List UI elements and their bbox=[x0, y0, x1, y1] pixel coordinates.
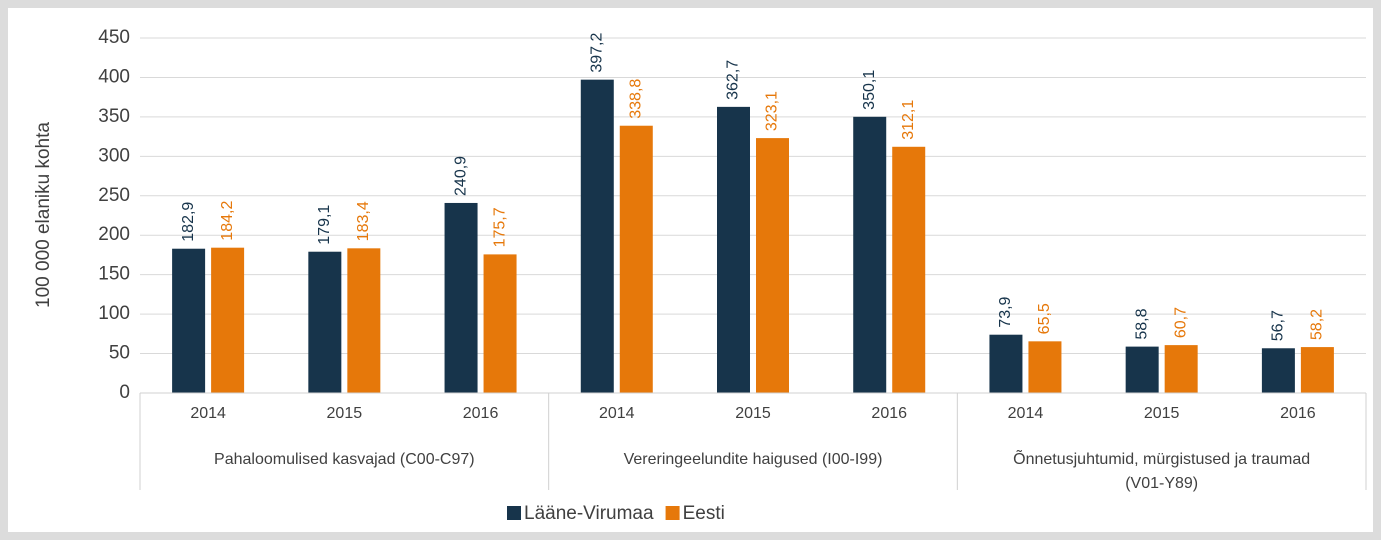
bar bbox=[580, 79, 614, 394]
x-tick-label: 2016 bbox=[871, 405, 907, 422]
y-tick-label: 300 bbox=[98, 145, 130, 166]
bar bbox=[1028, 341, 1062, 393]
bar bbox=[444, 202, 478, 393]
value-label: 184,2 bbox=[219, 201, 236, 241]
value-label: 350,1 bbox=[861, 70, 878, 110]
bar bbox=[1300, 347, 1334, 393]
group-label: (V01-Y89) bbox=[1125, 475, 1198, 492]
y-tick-label: 100 bbox=[98, 303, 130, 324]
bar bbox=[172, 248, 206, 393]
legend-swatch bbox=[665, 506, 680, 520]
y-tick-label: 250 bbox=[98, 185, 130, 206]
y-tick-label: 350 bbox=[98, 106, 130, 127]
bar bbox=[1164, 345, 1198, 393]
x-tick-label: 2014 bbox=[599, 405, 635, 422]
x-tick-label: 2016 bbox=[1280, 405, 1316, 422]
bar bbox=[619, 125, 653, 394]
bar bbox=[717, 106, 750, 394]
value-label: 338,8 bbox=[627, 79, 644, 119]
group-label: Vereringeelundite haigused (I00-I99) bbox=[624, 451, 883, 468]
value-label: 183,4 bbox=[355, 201, 372, 241]
y-tick-label: 150 bbox=[98, 264, 130, 285]
bar bbox=[347, 248, 381, 393]
value-label: 182,9 bbox=[180, 202, 197, 242]
value-label: 58,2 bbox=[1309, 309, 1326, 340]
x-tick-label: 2014 bbox=[190, 405, 226, 422]
y-tick-label: 0 bbox=[119, 382, 130, 403]
value-label: 60,7 bbox=[1172, 307, 1189, 338]
group-label: Pahaloomulised kasvajad (C00-C97) bbox=[214, 451, 475, 468]
value-label: 323,1 bbox=[764, 91, 781, 131]
bar bbox=[211, 247, 245, 393]
bar bbox=[892, 146, 926, 393]
legend-swatch bbox=[507, 506, 521, 520]
x-tick-label: 2015 bbox=[327, 405, 363, 422]
y-tick-label: 200 bbox=[98, 224, 130, 245]
x-tick-label: 2015 bbox=[735, 405, 771, 422]
legend-label: Eesti bbox=[683, 503, 725, 524]
value-label: 65,5 bbox=[1036, 303, 1053, 334]
y-tick-label: 50 bbox=[109, 343, 130, 364]
bar bbox=[308, 251, 342, 393]
bar bbox=[853, 116, 887, 393]
value-label: 397,2 bbox=[588, 33, 605, 73]
value-label: 362,7 bbox=[725, 60, 742, 100]
bar bbox=[1125, 346, 1159, 393]
value-label: 56,7 bbox=[1270, 310, 1287, 341]
x-tick-label: 2014 bbox=[1008, 405, 1044, 422]
value-label: 73,9 bbox=[997, 296, 1014, 327]
value-label: 179,1 bbox=[316, 205, 333, 245]
bar bbox=[1261, 348, 1295, 393]
value-label: 175,7 bbox=[491, 207, 508, 247]
bar bbox=[756, 138, 789, 393]
value-label: 240,9 bbox=[452, 156, 469, 196]
y-axis-label: 100 000 elaniku kohta bbox=[33, 122, 54, 308]
x-tick-label: 2016 bbox=[463, 405, 499, 422]
y-tick-label: 450 bbox=[98, 27, 130, 48]
value-label: 312,1 bbox=[900, 100, 917, 140]
bar bbox=[483, 254, 517, 393]
value-label: 58,8 bbox=[1133, 308, 1150, 339]
bar bbox=[989, 334, 1023, 393]
y-tick-label: 400 bbox=[98, 66, 130, 87]
x-tick-label: 2015 bbox=[1144, 405, 1180, 422]
legend-label: Lääne-Virumaa bbox=[524, 503, 654, 524]
group-label: Õnnetusjuhtumid, mürgistused ja traumad bbox=[1013, 448, 1310, 468]
